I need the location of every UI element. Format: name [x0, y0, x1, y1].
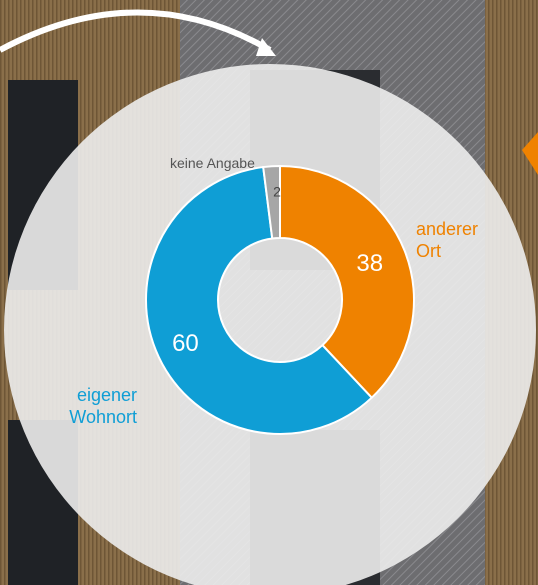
donut-slice	[262, 164, 281, 240]
donut-slice	[279, 164, 415, 400]
orange-arrow	[522, 132, 538, 175]
value-label: 60	[172, 330, 199, 357]
value-label: 38	[356, 250, 383, 277]
donut-slice	[145, 165, 374, 435]
category-label: anderer Ort	[416, 219, 479, 261]
value-label: 2	[273, 184, 281, 200]
arrow-head	[256, 38, 276, 56]
category-label: eigener Wohnort	[69, 385, 137, 427]
category-label: keine Angabe	[170, 155, 255, 171]
backdrop-circle	[4, 64, 536, 585]
arrow	[0, 9, 272, 53]
